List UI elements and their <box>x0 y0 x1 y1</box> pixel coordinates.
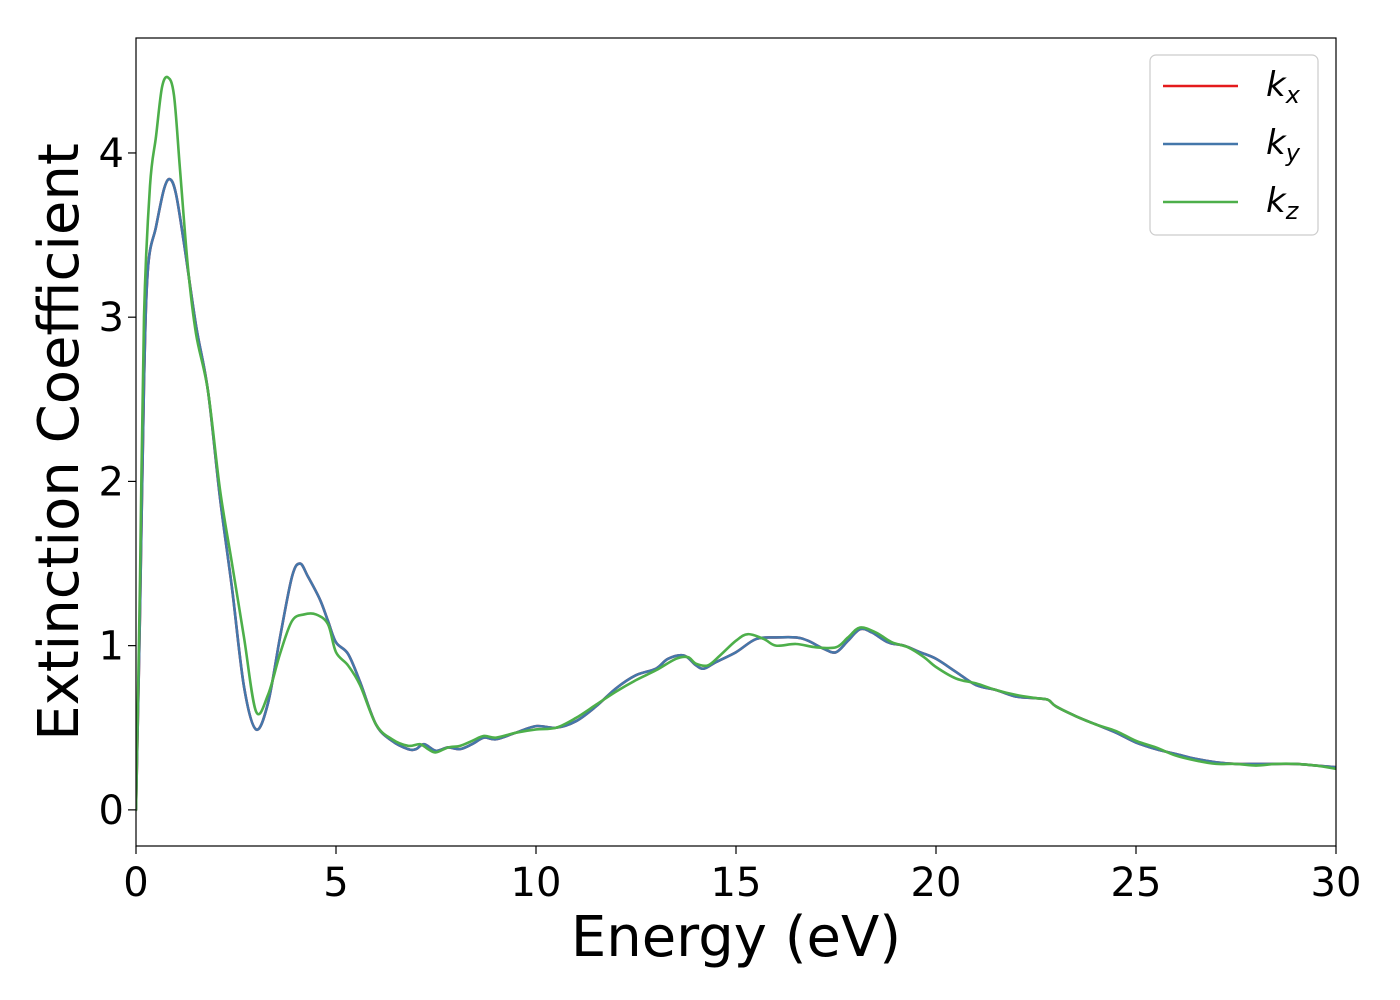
y-axis-ticks: 0 1 2 3 4 <box>99 131 136 834</box>
series-layer <box>136 75 1336 812</box>
y-tick-label: 3 <box>99 295 124 341</box>
y-tick-label: 1 <box>99 624 124 670</box>
x-axis-ticks: 0 5 10 15 20 25 30 <box>123 846 1361 906</box>
x-axis-label: Energy (eV) <box>571 905 901 970</box>
x-tick-label: 5 <box>323 860 348 906</box>
y-tick-label: 2 <box>99 459 124 505</box>
x-tick-label: 10 <box>511 860 562 906</box>
legend: kx ky kz <box>1149 54 1319 236</box>
x-tick-label: 20 <box>911 860 962 906</box>
series-line-k-z <box>136 75 1336 812</box>
y-tick-label: 4 <box>99 131 124 177</box>
x-tick-label: 0 <box>123 860 148 906</box>
legend-label-k-x: kx <box>1266 65 1301 109</box>
legend-label-k-z: kz <box>1266 181 1300 225</box>
y-tick-label: 0 <box>99 788 124 834</box>
x-tick-label: 15 <box>711 860 762 906</box>
x-tick-label: 30 <box>1311 860 1362 906</box>
x-tick-label: 25 <box>1111 860 1162 906</box>
legend-label-k-y: ky <box>1266 123 1301 167</box>
y-axis-label: Extinction Coefficient <box>27 143 92 741</box>
legend-entries: kx ky kz <box>1163 65 1301 225</box>
